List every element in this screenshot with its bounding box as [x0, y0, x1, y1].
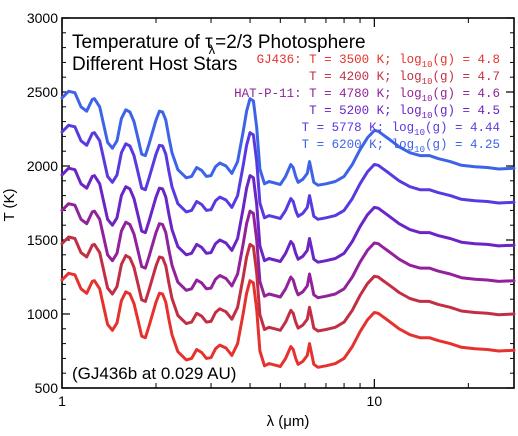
series-line-1 — [60, 271, 516, 369]
title-tau: τ — [205, 32, 213, 53]
legend-entry-4: T = 5200 K; log10(g) = 4.5 — [309, 104, 500, 121]
series-layer — [60, 89, 516, 369]
series-line-4 — [60, 166, 516, 264]
x-tick-label: 1 — [58, 393, 66, 409]
legend-entry-5: T = 5778 K; log10(g) = 4.44 — [302, 121, 500, 138]
chart-title-line2: Different Host Stars — [72, 54, 237, 75]
axis-ticks: 500 1000 1500 2000 2500 3000 1 10 — [27, 10, 514, 409]
series-line-6 — [60, 89, 516, 187]
legend-entry-3: HAT-P-11: T = 4780 K; log10(g) = 4.6 — [234, 87, 500, 104]
series-line-2 — [60, 235, 516, 333]
chart-annotation: (GJ436b at 0.029 AU) — [72, 364, 236, 383]
legend-entry-1: GJ436: T = 3500 K; log10(g) = 4.8 — [257, 53, 500, 70]
y-axis-label: T (K) — [1, 188, 18, 221]
series-line-5 — [60, 123, 516, 221]
series-line-3 — [60, 202, 516, 300]
y-tick-label: 500 — [35, 380, 59, 396]
x-tick-label: 10 — [367, 393, 383, 409]
y-tick-label: 3000 — [27, 10, 58, 26]
y-tick-label: 2000 — [27, 158, 58, 174]
legend-entry-6: T = 6200 K; log10(g) = 4.25 — [302, 138, 500, 155]
y-tick-label: 1000 — [27, 306, 58, 322]
legend-entry-2: T = 4200 K; log10(g) = 4.7 — [309, 70, 500, 87]
title-tau-subscript: λ — [209, 42, 216, 57]
x-axis-label: λ (μm) — [267, 413, 310, 430]
legend: GJ436: T = 3500 K; log10(g) = 4.8T = 420… — [234, 53, 500, 155]
chart-title-line1: Temperature of τλ=2/3 Photosphere — [72, 32, 366, 57]
y-tick-label: 1500 — [27, 232, 58, 248]
y-tick-label: 2500 — [27, 84, 58, 100]
